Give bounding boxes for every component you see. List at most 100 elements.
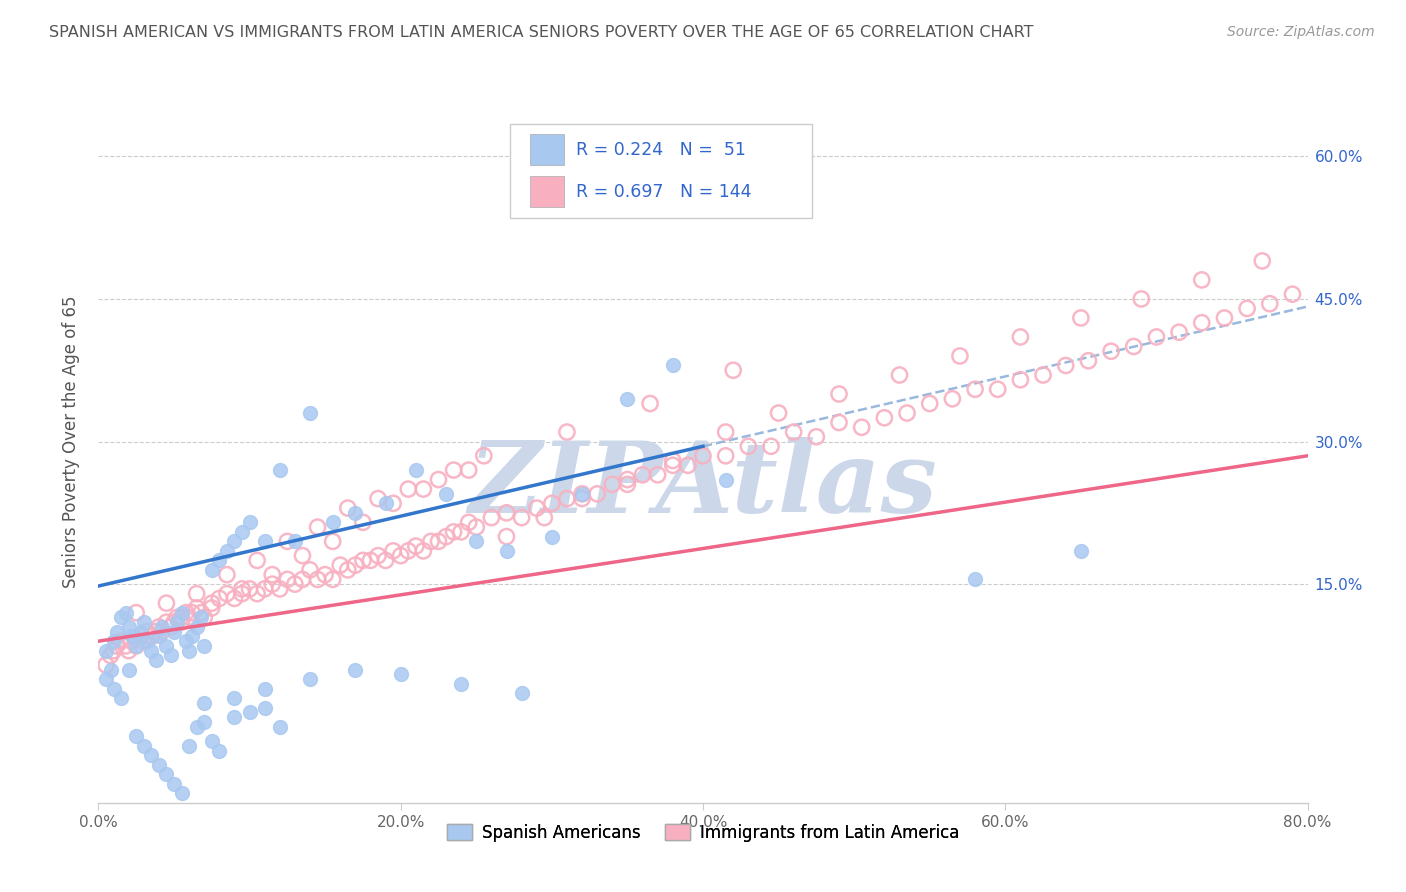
- Point: [873, 410, 896, 425]
- Point: [201, 563, 224, 577]
- Point: [170, 610, 193, 624]
- Point: [105, 624, 128, 639]
- Text: ZIPAtlas: ZIPAtlas: [468, 437, 938, 533]
- Point: [661, 359, 683, 373]
- Point: [382, 496, 405, 510]
- Point: [141, 629, 163, 643]
- Point: [759, 439, 782, 453]
- Point: [495, 530, 517, 544]
- Point: [427, 473, 450, 487]
- Point: [806, 430, 828, 444]
- Point: [181, 629, 204, 643]
- Point: [276, 573, 298, 587]
- Point: [163, 624, 186, 639]
- Point: [352, 516, 374, 530]
- Point: [174, 606, 197, 620]
- Point: [160, 648, 183, 663]
- Point: [150, 624, 173, 639]
- Point: [114, 606, 136, 620]
- FancyBboxPatch shape: [509, 124, 811, 218]
- Point: [851, 420, 873, 434]
- Point: [201, 596, 224, 610]
- Point: [360, 553, 382, 567]
- Text: Source: ZipAtlas.com: Source: ZipAtlas.com: [1227, 25, 1375, 39]
- Point: [239, 706, 262, 720]
- Point: [367, 549, 389, 563]
- Point: [987, 382, 1010, 396]
- Point: [170, 606, 193, 620]
- Point: [125, 639, 148, 653]
- Point: [193, 610, 215, 624]
- Point: [208, 591, 231, 606]
- Point: [190, 610, 212, 624]
- Point: [510, 510, 533, 524]
- Point: [396, 482, 419, 496]
- Point: [215, 567, 238, 582]
- Point: [121, 629, 143, 643]
- Point: [427, 534, 450, 549]
- Point: [239, 516, 262, 530]
- Point: [262, 567, 284, 582]
- Text: SPANISH AMERICAN VS IMMIGRANTS FROM LATIN AMERICA SENIORS POVERTY OVER THE AGE O: SPANISH AMERICAN VS IMMIGRANTS FROM LATI…: [49, 25, 1033, 40]
- Point: [571, 487, 593, 501]
- Point: [246, 587, 269, 601]
- Point: [193, 696, 215, 710]
- Point: [179, 643, 201, 657]
- Point: [896, 406, 918, 420]
- Point: [676, 458, 699, 473]
- Point: [367, 491, 389, 506]
- Point: [1191, 273, 1213, 287]
- Point: [284, 534, 307, 549]
- Point: [465, 534, 488, 549]
- Point: [472, 449, 495, 463]
- Point: [329, 558, 352, 573]
- Point: [586, 487, 609, 501]
- Point: [374, 553, 396, 567]
- Point: [344, 558, 367, 573]
- Point: [141, 643, 163, 657]
- Y-axis label: Seniors Poverty Over the Age of 65: Seniors Poverty Over the Age of 65: [62, 295, 80, 588]
- Point: [125, 606, 148, 620]
- Point: [723, 363, 745, 377]
- Point: [110, 610, 132, 624]
- Point: [135, 624, 157, 639]
- Point: [118, 643, 141, 657]
- Point: [253, 681, 276, 696]
- Point: [239, 582, 262, 596]
- Point: [103, 681, 125, 696]
- Point: [190, 606, 212, 620]
- Point: [208, 553, 231, 567]
- Point: [224, 534, 246, 549]
- Point: [631, 467, 654, 482]
- Point: [714, 425, 737, 439]
- Point: [307, 573, 329, 587]
- Point: [1122, 339, 1144, 353]
- Point: [1213, 310, 1236, 325]
- Point: [155, 615, 177, 630]
- Point: [768, 406, 790, 420]
- Point: [224, 691, 246, 706]
- Point: [344, 663, 367, 677]
- Point: [647, 467, 669, 482]
- Point: [692, 449, 714, 463]
- Point: [193, 639, 215, 653]
- Point: [201, 734, 224, 748]
- Point: [166, 610, 188, 624]
- Point: [103, 634, 125, 648]
- Point: [269, 720, 291, 734]
- Point: [129, 629, 152, 643]
- Point: [155, 596, 177, 610]
- Point: [94, 657, 117, 672]
- Point: [1070, 544, 1092, 558]
- Point: [526, 501, 548, 516]
- Point: [352, 553, 374, 567]
- Point: [253, 582, 276, 596]
- Point: [783, 425, 806, 439]
- Point: [132, 634, 155, 648]
- Point: [179, 610, 201, 624]
- Point: [145, 653, 167, 667]
- Point: [105, 639, 128, 653]
- Point: [94, 672, 117, 686]
- Point: [1130, 292, 1153, 306]
- Point: [889, 368, 911, 382]
